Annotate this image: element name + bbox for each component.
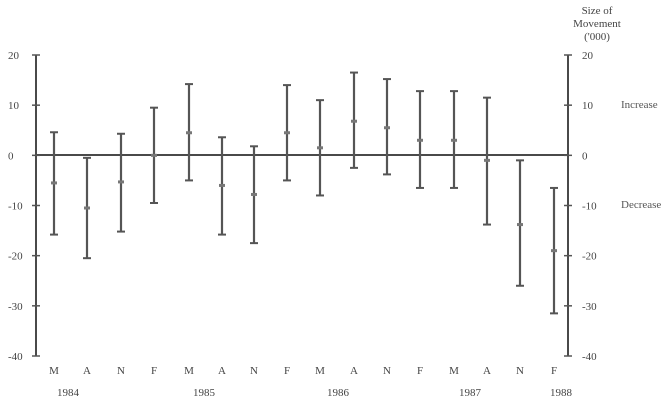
x-category-label: M <box>184 365 194 377</box>
x-category-label: N <box>250 365 258 377</box>
right-tick-label: 20 <box>582 50 594 62</box>
right-axis-title-line: Movement <box>573 18 621 30</box>
right-axis-title-line: ('000) <box>584 31 610 43</box>
right-tick-label: -30 <box>582 301 597 313</box>
x-category-label: A <box>483 365 491 377</box>
year-label: 1985 <box>193 387 216 399</box>
x-category-label: A <box>218 365 226 377</box>
decrease-annotation: Decrease <box>621 199 661 211</box>
x-category-label: N <box>516 365 524 377</box>
increase-annotation: Increase <box>621 99 658 111</box>
left-tick-label: -20 <box>8 251 23 263</box>
left-tick-label: 10 <box>8 100 20 112</box>
x-category-label: N <box>383 365 391 377</box>
year-label: 1986 <box>327 387 350 399</box>
x-category-label: F <box>284 365 290 377</box>
x-category-label: M <box>449 365 459 377</box>
x-category-label: M <box>49 365 59 377</box>
year-label: 1984 <box>57 387 80 399</box>
left-tick-label: -30 <box>8 301 23 313</box>
left-tick-label: -10 <box>8 201 23 213</box>
left-tick-label: -40 <box>8 351 23 363</box>
x-category-label: A <box>83 365 91 377</box>
x-category-label: F <box>417 365 423 377</box>
left-tick-label: 20 <box>8 50 20 62</box>
x-category-label: M <box>315 365 325 377</box>
x-category-label: F <box>151 365 157 377</box>
right-axis-title-line: Size of <box>582 5 613 17</box>
right-tick-label: -10 <box>582 201 597 213</box>
right-tick-label: 0 <box>582 150 588 162</box>
x-category-label: F <box>551 365 557 377</box>
right-tick-label: -40 <box>582 351 597 363</box>
left-tick-label: 0 <box>8 150 14 162</box>
right-tick-label: -20 <box>582 251 597 263</box>
x-category-label: A <box>350 365 358 377</box>
year-label: 1988 <box>550 387 573 399</box>
year-label: 1987 <box>459 387 482 399</box>
x-category-label: N <box>117 365 125 377</box>
right-tick-label: 10 <box>582 100 594 112</box>
